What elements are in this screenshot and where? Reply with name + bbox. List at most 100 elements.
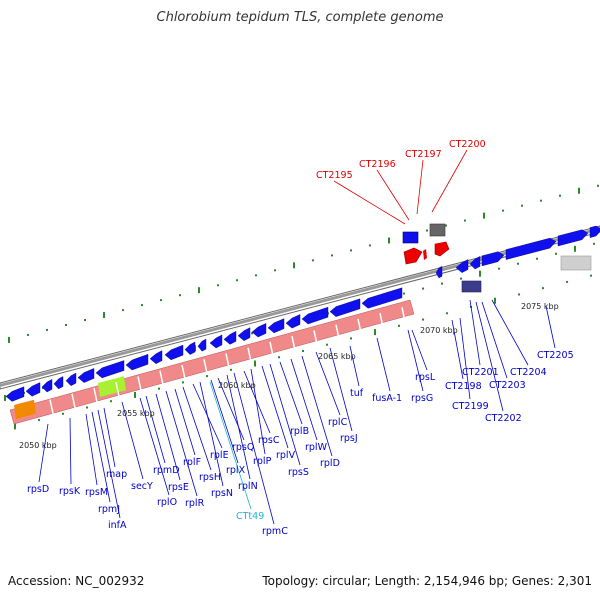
gene-label[interactable]: rplN <box>238 481 258 492</box>
gene-label[interactable]: rpsC <box>258 435 280 446</box>
gene-label[interactable]: rplW <box>305 442 328 453</box>
gene-label[interactable]: rpmD <box>153 465 180 476</box>
axis-kbp-labels: 2050 kbp 2055 kbp 2060 kbp 2065 kbp 2070 kbp… <box>19 302 559 450</box>
leader-line <box>475 301 504 412</box>
tick-mark <box>103 312 105 319</box>
gene-label[interactable]: CT2195 <box>316 170 353 181</box>
gene-label[interactable]: rpsE <box>168 482 189 493</box>
gene-label[interactable]: rplX <box>226 465 246 476</box>
tick-mark <box>521 204 523 207</box>
cds-arrow <box>267 318 285 334</box>
gene-label[interactable]: CT2200 <box>449 139 486 150</box>
cds-arrow <box>184 341 196 355</box>
gene-label[interactable]: rpsN <box>211 488 233 499</box>
gene-label[interactable]: rplR <box>185 498 205 509</box>
genome-backbone <box>0 225 600 390</box>
tick-mark <box>293 262 295 269</box>
gene-label[interactable]: rpsQ <box>232 442 254 453</box>
gene-label[interactable]: rplB <box>290 426 309 437</box>
leader-line <box>155 393 181 481</box>
leader-line <box>69 417 72 485</box>
gene-label[interactable]: rpsH <box>199 472 221 483</box>
cog-segment <box>14 399 36 419</box>
axis-kbp-label: 2070 kbp <box>420 326 458 335</box>
leader-line <box>451 319 464 380</box>
leader-line <box>333 180 406 225</box>
gene-label[interactable]: CT2198 <box>445 381 482 392</box>
tick-mark <box>398 324 400 327</box>
axis-kbp-label: 2075 kbp <box>521 302 559 311</box>
tick-mark <box>566 280 568 283</box>
cog-divider <box>313 330 318 345</box>
cds-arrow <box>469 256 481 270</box>
gene-label[interactable]: rpmC <box>262 526 288 537</box>
gene-label[interactable]: rplP <box>253 456 272 467</box>
gene-label[interactable]: rpsK <box>59 486 81 497</box>
tick-mark <box>110 400 112 403</box>
tick-mark <box>254 360 256 367</box>
highlighted-genes <box>402 223 592 293</box>
cog-segment <box>98 376 126 397</box>
cds-arrow <box>77 368 95 383</box>
gene-label[interactable]: rpsD <box>27 484 49 495</box>
leader-line <box>545 305 556 349</box>
gene-label[interactable]: rplF <box>183 457 201 468</box>
gene-label[interactable]: rplC <box>328 417 348 428</box>
gene-label[interactable]: rpsL <box>415 372 436 383</box>
tick-mark <box>331 254 333 257</box>
cds-arrow <box>149 350 163 364</box>
leader-line <box>315 351 341 416</box>
tick-mark <box>542 287 544 290</box>
gene-label[interactable]: rpsM <box>85 487 108 498</box>
gene-label[interactable]: secY <box>131 481 153 492</box>
cog-divider <box>335 324 340 339</box>
tick-mark <box>4 394 6 401</box>
cds-arrow <box>481 251 505 267</box>
tick-mark <box>206 375 208 378</box>
gene-label[interactable]: infA <box>108 520 127 531</box>
tick-mark <box>134 391 136 398</box>
gene-label[interactable]: fusA-1 <box>372 393 402 404</box>
tick-mark <box>302 349 304 352</box>
gene-label[interactable]: CT2202 <box>485 413 522 424</box>
gene-label[interactable]: rpmJ <box>98 504 120 515</box>
gene-label[interactable]: rplV <box>276 450 296 461</box>
gene-label[interactable]: rplD <box>320 458 340 469</box>
tick-mark <box>574 245 576 252</box>
gene-label[interactable]: CT2205 <box>537 350 574 361</box>
gene-label[interactable]: CTt49 <box>236 511 264 522</box>
accession-label: Accession: NC_002932 <box>8 574 145 588</box>
cog-divider <box>247 347 252 362</box>
gene-label[interactable]: rplE <box>210 450 229 461</box>
tick-mark <box>597 184 599 187</box>
cog-divider <box>379 313 384 328</box>
leader-line <box>279 361 303 425</box>
tick-mark <box>179 294 181 297</box>
tick-mark <box>141 304 143 307</box>
gene-label[interactable]: tuf <box>350 388 364 399</box>
tick-mark <box>86 406 88 409</box>
tick-mark <box>326 343 328 346</box>
gene-label[interactable]: CT2196 <box>359 159 396 170</box>
cds-arrow <box>285 314 301 329</box>
tick-mark <box>593 242 595 245</box>
axis-kbp-label: 2055 kbp <box>117 409 155 418</box>
gene-label[interactable]: CT2204 <box>510 367 547 378</box>
gene-label[interactable]: CT2197 <box>405 149 442 160</box>
gene-label[interactable]: rpsS <box>288 467 309 478</box>
leader-line <box>91 411 111 503</box>
leader-line <box>376 169 410 221</box>
gene-label[interactable]: map <box>106 469 127 480</box>
cog-divider <box>49 399 54 414</box>
leader-line <box>165 390 198 497</box>
gene-label[interactable]: CT2199 <box>452 401 489 412</box>
gene-label[interactable]: CT2201 <box>462 367 499 378</box>
gene-label[interactable]: rplO <box>157 497 177 508</box>
gene-label[interactable]: CT2203 <box>489 380 526 391</box>
gene-label[interactable]: rpsJ <box>340 433 358 444</box>
leader-line <box>38 423 49 483</box>
gene-label[interactable]: rpsG <box>411 393 433 404</box>
tick-mark <box>369 244 371 247</box>
